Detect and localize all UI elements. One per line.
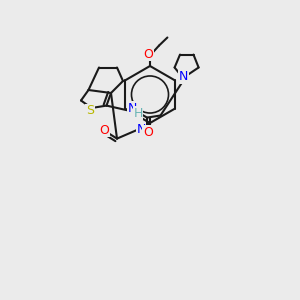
Text: O: O <box>100 124 109 137</box>
Text: O: O <box>144 47 153 61</box>
Text: S: S <box>86 104 94 118</box>
Text: N: N <box>128 101 137 115</box>
Text: H: H <box>142 128 152 141</box>
Text: H: H <box>133 106 143 120</box>
Text: N: N <box>179 70 188 83</box>
Text: O: O <box>144 125 153 139</box>
Text: N: N <box>136 123 146 136</box>
